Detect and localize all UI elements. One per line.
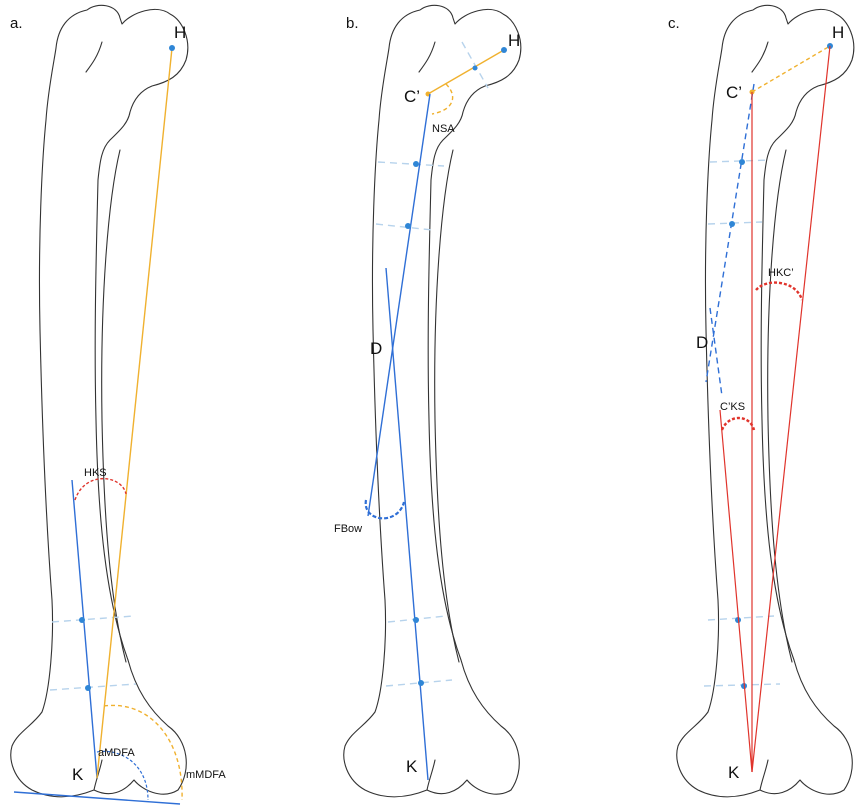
point-h-c-label: H (832, 23, 844, 42)
point-c-c-label: C’ (726, 83, 742, 102)
proximal-axis-b (367, 93, 431, 517)
point-k-a-label: K (72, 765, 84, 784)
amdfa-label: aMDFA (98, 747, 135, 759)
line-kh-c (751, 45, 831, 773)
shaft-mid-b3 (413, 617, 419, 623)
neck-mid-b (472, 65, 478, 71)
hkc-label: HKC’ (768, 267, 794, 279)
neck-axis-b (427, 49, 505, 95)
shaft-mid-b2 (405, 223, 411, 229)
shaft-mid-a2 (85, 685, 91, 691)
femur-a (10, 4, 189, 798)
shaft-mid-a1 (79, 617, 85, 623)
femur-c (676, 4, 855, 798)
point-k-c-label: K (728, 763, 740, 782)
shaft-mid-b4 (418, 680, 424, 686)
point-c-b-label: C’ (404, 87, 420, 106)
shaft-guide-c3 (707, 615, 775, 621)
point-k-b-label: K (406, 757, 418, 776)
proximal-axis-c (705, 83, 755, 383)
neck-guide-b (461, 41, 489, 89)
panel-c-label: c. (668, 15, 680, 32)
shaft-mid-c2 (729, 221, 735, 227)
point-d-b-label: D (370, 339, 382, 358)
mechanical-axis-a (96, 47, 173, 779)
point-h-a-label: H (174, 23, 186, 42)
panel-c: c. HKC’ C’KS H C’ D K (668, 4, 855, 798)
shaft-guide-b2 (375, 223, 433, 231)
panel-b: b. NSA FBow H C’ D K (334, 4, 522, 798)
distal-axis-b (385, 267, 429, 781)
mmdfa-label: mMDFA (186, 769, 226, 781)
shaft-guide-a2 (49, 683, 137, 691)
cks-arc (720, 416, 756, 431)
shaft-guide-c2 (707, 221, 763, 225)
panel-a: a. HKS aMDFA mMDFA H K (10, 4, 226, 805)
point-d-c-label: D (696, 333, 708, 352)
shaft-mid-b1 (413, 161, 419, 167)
shaft-guide-b1 (377, 161, 445, 167)
hks-label: HKS (84, 467, 107, 479)
hkc-arc (755, 281, 804, 301)
line-ks-c (719, 409, 753, 773)
mmdfa-arc (103, 704, 183, 801)
anatomic-axis-a (71, 479, 98, 779)
amdfa-arc (96, 750, 149, 801)
cks-label: C’KS (720, 401, 745, 413)
panel-a-label: a. (10, 15, 23, 32)
fbow-label: FBow (334, 523, 362, 535)
fbow-arc (364, 499, 406, 520)
knee-line-a (13, 791, 181, 805)
point-h-b (501, 47, 507, 53)
neck-axis-c (751, 45, 831, 93)
point-h-a (169, 45, 175, 51)
shaft-mid-c1 (739, 159, 745, 165)
nsa-label: NSA (432, 123, 455, 135)
point-h-b-label: H (508, 31, 520, 50)
distal-axis-stub-c (709, 307, 723, 397)
panel-b-label: b. (346, 15, 359, 32)
hks-arc (74, 477, 127, 501)
shaft-guide-a1 (51, 615, 135, 623)
nsa-arc (431, 83, 454, 115)
